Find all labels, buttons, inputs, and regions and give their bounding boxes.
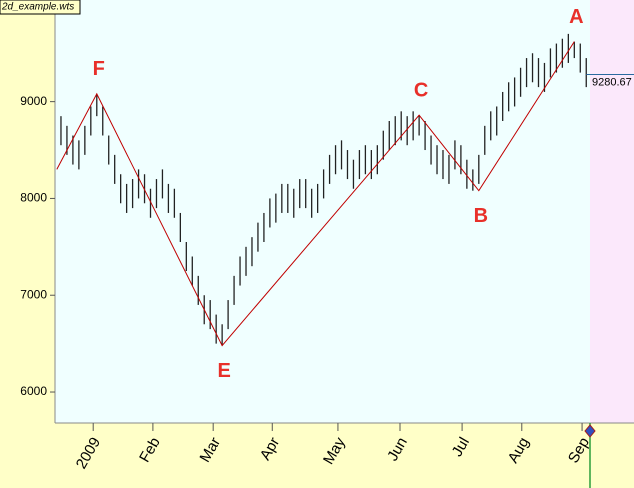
zigzag-line bbox=[56, 41, 575, 347]
y-tick-label: 7000 bbox=[20, 287, 47, 301]
future-area bbox=[590, 0, 634, 423]
chart-title: 2d_example.wts bbox=[1, 2, 74, 13]
plot-area bbox=[55, 0, 590, 423]
title-box bbox=[0, 0, 81, 15]
wave-label: E bbox=[217, 360, 230, 382]
wave-label: C bbox=[414, 79, 428, 101]
wave-label: F bbox=[93, 58, 105, 80]
cursor-marker bbox=[584, 424, 596, 438]
y-tick-label: 6000 bbox=[20, 384, 47, 398]
wave-label: B bbox=[474, 205, 488, 227]
last-price-label: 9280.67 bbox=[592, 76, 632, 88]
y-tick-label: 8000 bbox=[20, 191, 47, 205]
y-tick-label: 9000 bbox=[20, 94, 47, 108]
wave-label: A bbox=[569, 6, 583, 28]
